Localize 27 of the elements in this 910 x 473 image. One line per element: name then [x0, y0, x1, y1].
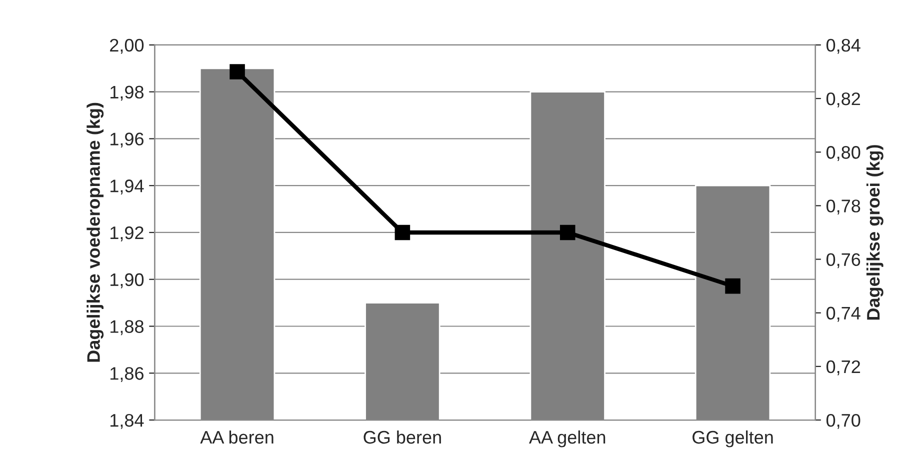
- y-tick-label: 1,86: [110, 367, 144, 382]
- y2-tick-label: 0,84: [826, 38, 860, 54]
- x-tick-label: AA beren: [200, 430, 274, 444]
- y-tick-label: 1,90: [110, 273, 144, 288]
- y2-tick-label: 0,82: [826, 92, 860, 108]
- y-tick-label: 1,94: [110, 180, 144, 194]
- x-tick-label: AA gelten: [529, 430, 606, 448]
- y-tick-label: 1,84: [110, 414, 144, 429]
- y2-tick-label: 0,76: [826, 253, 860, 268]
- point: [725, 278, 740, 294]
- y2-tick-label: 0,72: [826, 360, 860, 376]
- y2-tick-label: 0,70: [826, 414, 860, 429]
- point: [230, 64, 245, 80]
- y2-tick-label: 0,74: [826, 306, 860, 322]
- y2-tick-label: 0,80: [826, 146, 860, 161]
- point: [394, 224, 410, 240]
- x-tick-label: GG beren: [364, 430, 441, 444]
- y-tick-label: 1,96: [110, 132, 144, 148]
- y-tick-label: 2,00: [110, 38, 144, 54]
- point: [560, 224, 576, 240]
- y2-axis-title: Dagelijkse groei (kg): [866, 145, 884, 320]
- y-tick-label: 1,92: [110, 226, 144, 242]
- y-axis-title: Dagelijkse voederopname (kg): [86, 102, 104, 362]
- y-tick-label: 1,88: [110, 320, 144, 336]
- y-tick-label: 1,98: [110, 86, 144, 101]
- x-tick-label: GG gelten: [692, 430, 773, 448]
- y2-tick-label: 0,78: [826, 200, 860, 215]
